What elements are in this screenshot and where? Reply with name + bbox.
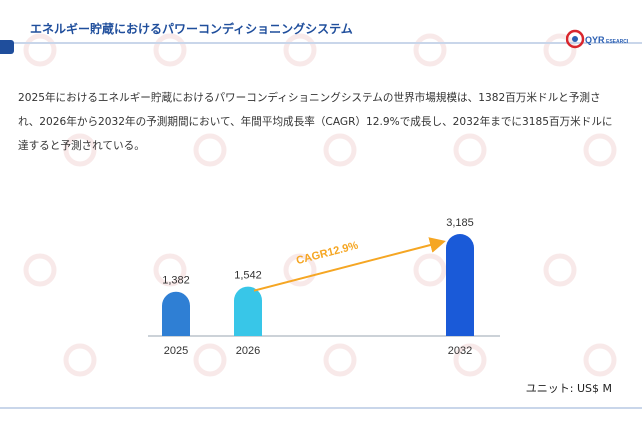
- page-title: エネルギー貯蔵におけるパワーコンディショニングシステム: [30, 22, 353, 36]
- bar-2032: [446, 234, 474, 336]
- svg-text:ESEARCH: ESEARCH: [606, 39, 628, 45]
- bar-2026: [234, 286, 262, 336]
- header: エネルギー貯蔵におけるパワーコンディショニングシステム QYR ESEARCH: [0, 0, 642, 60]
- unit-label: ユニット: US$ M: [525, 382, 612, 395]
- value-label-2026: 1,542: [234, 270, 262, 282]
- bar-2025: [162, 291, 191, 336]
- value-label-2032: 3,185: [446, 217, 474, 229]
- category-label-2025: 2025: [164, 345, 188, 357]
- market-description: 2025年におけるエネルギー貯蔵におけるパワーコンディショニングシステムの世界市…: [18, 92, 613, 152]
- category-label-2032: 2032: [448, 345, 472, 357]
- qyresearch-logo: QYR ESEARCH: [566, 29, 628, 49]
- cagr-annotation: CAGR12.9%: [295, 240, 360, 268]
- header-rule: [0, 42, 642, 44]
- category-label-2026: 2026: [236, 345, 260, 357]
- value-label-2025: 1,382: [162, 275, 190, 287]
- bar-chart: 1,382 2025 1,542 2026 3,185 2032 CAGR12.9%: [148, 217, 500, 357]
- footer-rule: [0, 407, 642, 409]
- svg-text:QYR: QYR: [585, 35, 605, 45]
- header-accent-block: [0, 40, 14, 54]
- cagr-arrow: [253, 237, 446, 292]
